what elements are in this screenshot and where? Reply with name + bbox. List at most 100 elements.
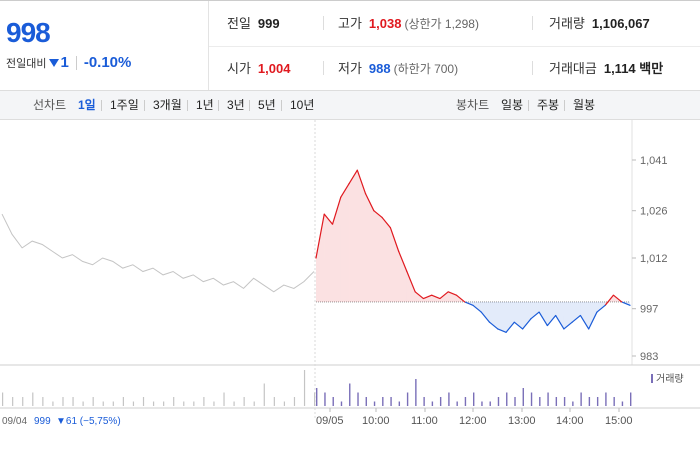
volume-bar-today: [423, 397, 425, 406]
amount-cell: 거래대금 1,114 백만: [549, 46, 663, 91]
today-area-segment: [439, 291, 449, 302]
tab-1-week[interactable]: 1주일: [110, 98, 139, 112]
y-tick-label: 1,041: [640, 155, 668, 167]
today-data-point: [364, 193, 367, 195]
volume-bar-prev: [233, 401, 235, 406]
volume-bar-today: [481, 401, 483, 406]
upper-limit: (상한가 1,298): [404, 17, 479, 31]
intraday-chart: 1,041 1,026 1,012 997 983 거래량 09/04 999 ▼61 (−5,…: [0, 120, 700, 450]
today-data-point: [621, 301, 623, 303]
tab-10-years[interactable]: 10년: [290, 98, 315, 112]
today-line-segment: [546, 315, 557, 326]
volume-bar-prev: [12, 397, 14, 406]
price-box: 998 전일대비 1 -0.10%: [0, 1, 209, 90]
volume-bar-prev: [2, 392, 4, 406]
today-area-segment: [357, 170, 366, 302]
today-data-point: [530, 318, 532, 320]
volume-bar-today: [415, 379, 417, 406]
x-tick-label: 10:00: [362, 415, 390, 427]
x-tick-label: 14:00: [556, 415, 584, 427]
volume-bar-prev: [72, 397, 74, 406]
volume-bar-prev: [22, 397, 24, 406]
volume-bar-prev: [152, 401, 155, 406]
amount-value: 1,114 백만: [603, 61, 664, 76]
tab-monthly[interactable]: 월봉: [573, 98, 596, 112]
today-data-point: [505, 331, 507, 333]
today-line-segment: [331, 196, 342, 225]
prev-day-summary: 999: [34, 416, 51, 427]
volume-bar-today: [390, 397, 392, 406]
volume-bar-prev: [163, 401, 165, 406]
candle-chart-label: 봉차트: [456, 98, 490, 112]
today-area-segment: [340, 183, 350, 302]
today-data-point: [488, 321, 491, 323]
today-area-segment: [373, 210, 383, 302]
today-area-segment: [555, 301, 564, 329]
today-area-segment: [448, 291, 457, 302]
volume-label: 거래량: [549, 16, 585, 31]
y-tick-label: 983: [640, 351, 658, 363]
down-triangle-icon: [49, 58, 60, 67]
tab-1-day[interactable]: 1일: [78, 98, 96, 112]
today-line-segment: [315, 213, 325, 259]
tab-5-years[interactable]: 5년: [258, 98, 276, 112]
tab-daily[interactable]: 일봉: [501, 98, 524, 112]
line-chart-label: 선차트: [33, 98, 67, 112]
today-area-segment: [580, 301, 589, 329]
y-tick-label: 997: [640, 304, 658, 316]
today-line-segment: [579, 315, 590, 330]
today-line-segment: [464, 301, 474, 306]
open-value: 1,004: [257, 61, 291, 76]
today-line-segment: [323, 213, 333, 225]
today-data-point: [406, 270, 408, 273]
today-data-point: [472, 304, 474, 306]
volume-bar-prev: [122, 397, 124, 406]
divider: [144, 100, 145, 111]
high-cell: 고가 1,038 (상한가 1,298): [338, 1, 479, 46]
tab-3-years[interactable]: 3년: [227, 98, 245, 112]
volume-bar-prev: [52, 401, 54, 406]
lower-limit: (하한가 700): [393, 62, 459, 76]
today-data-point: [323, 213, 325, 215]
today-line-segment: [356, 169, 367, 194]
today-data-point: [464, 301, 466, 303]
volume-bar-today: [431, 401, 434, 406]
today-line-segment: [596, 304, 606, 313]
today-area-segment: [563, 301, 573, 329]
volume-bar-prev: [183, 401, 185, 406]
x-tick-label: 11:00: [411, 415, 438, 427]
today-area-segment: [522, 301, 531, 329]
chart-period-tabs: 선차트 1일 1주일 3개월 1년 3년 5년 10년 봉차트 일봉 주봉 월봉: [0, 90, 700, 120]
volume-bar-today: [448, 392, 450, 406]
divider: [218, 100, 219, 111]
quote-summary: 998 전일대비 1 -0.10% 전일 999 고가 1,038 (상한가 1,29…: [0, 0, 700, 90]
price-chart-svg: 1,041 1,026 1,012 997 983 거래량 09/04 999 ▼61 (−5,…: [0, 120, 700, 427]
today-data-point: [563, 328, 565, 330]
low-value: 988: [368, 61, 391, 76]
divider: [532, 16, 533, 30]
tab-weekly[interactable]: 주봉: [537, 98, 560, 112]
today-area-segment: [398, 251, 407, 302]
today-line-segment: [489, 321, 499, 330]
volume-bar-prev: [303, 370, 306, 406]
change-row: 전일대비 1 -0.10%: [6, 54, 131, 71]
today-area-segment: [365, 193, 374, 302]
volume-bar-today: [563, 397, 566, 406]
volume-bar-today: [456, 401, 458, 406]
today-line-segment: [348, 169, 358, 184]
volume-bar-today: [613, 397, 615, 406]
today-line-segment: [513, 321, 523, 330]
volume-bar-prev: [193, 401, 195, 406]
tab-3-months[interactable]: 3개월: [153, 98, 182, 112]
volume-bar-today: [489, 401, 491, 406]
tab-1-year[interactable]: 1년: [196, 98, 214, 112]
today-data-point: [331, 223, 334, 225]
volume-bar-prev: [92, 397, 94, 406]
today-line-segment: [389, 227, 400, 252]
today-data-point: [398, 250, 400, 252]
today-area-segment: [406, 271, 416, 302]
volume-bar-prev: [253, 401, 255, 406]
today-line-segment: [538, 311, 548, 326]
volume-bar-today: [530, 392, 533, 406]
divider: [528, 100, 529, 111]
